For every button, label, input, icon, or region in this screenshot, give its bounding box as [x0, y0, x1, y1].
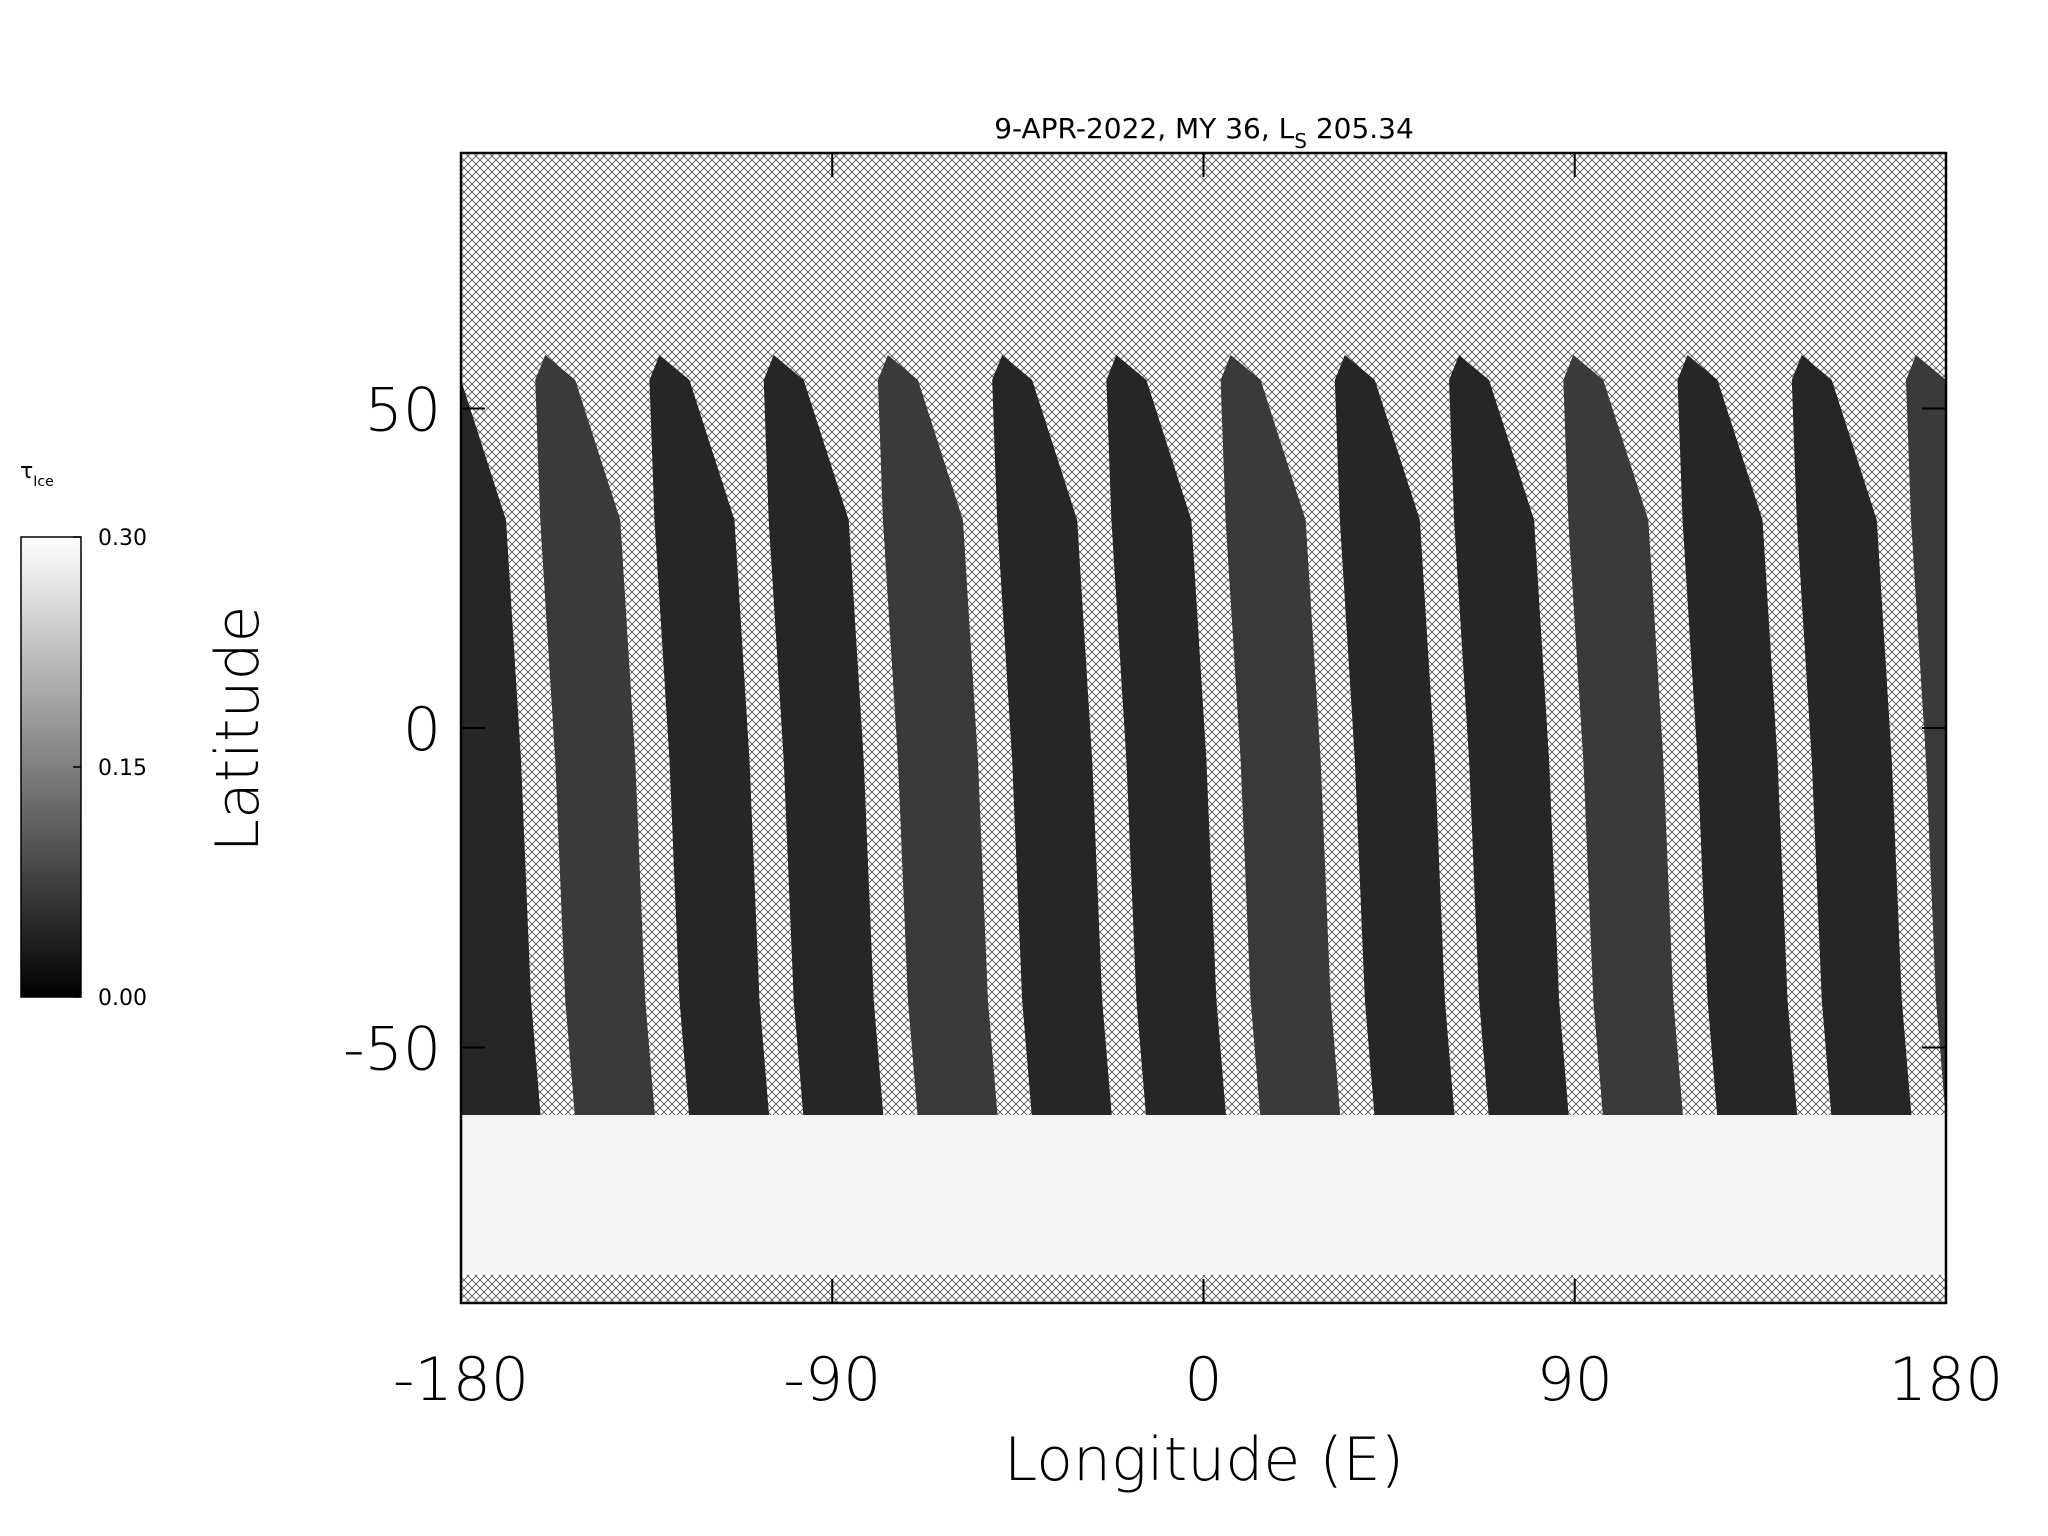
- colorbar: [20, 536, 82, 998]
- swath: [877, 355, 998, 1120]
- x-tick-label: -180: [393, 1345, 529, 1415]
- swath: [1677, 355, 1798, 1120]
- swath: [1791, 355, 1912, 1120]
- y-axis-label: Latitude: [203, 606, 273, 853]
- y-tick-label: -50: [343, 1014, 441, 1084]
- swath: [649, 355, 770, 1120]
- x-tick-label: -90: [783, 1345, 881, 1415]
- swath: [535, 355, 656, 1120]
- swath: [992, 355, 1113, 1120]
- x-tick-label: 90: [1537, 1345, 1613, 1415]
- swath: [763, 355, 884, 1120]
- chart-title: 9-APR-2022, MY 36, LS 205.34: [994, 112, 1414, 153]
- map-image: [461, 153, 1946, 1303]
- colorbar-tick-label: 0.00: [98, 986, 147, 1011]
- swath: [1220, 355, 1341, 1120]
- polar-ice: [461, 1115, 1946, 1275]
- x-tick-label: 180: [1889, 1345, 2004, 1415]
- swath: [1449, 355, 1570, 1120]
- swath: [1563, 355, 1684, 1120]
- swath: [1106, 355, 1227, 1120]
- y-tick-label: 0: [403, 695, 441, 765]
- colorbar-tick-label: 0.30: [98, 526, 147, 551]
- y-tick-label: 50: [365, 376, 441, 446]
- swath: [1906, 355, 1946, 1120]
- colorbar-tick-label: 0.15: [98, 756, 147, 781]
- x-axis-label: Longitude (E): [1004, 1425, 1404, 1495]
- colorbar-label: τIce: [20, 459, 54, 490]
- swath: [461, 355, 541, 1120]
- swath: [1334, 355, 1455, 1120]
- x-tick-label: 0: [1184, 1345, 1222, 1415]
